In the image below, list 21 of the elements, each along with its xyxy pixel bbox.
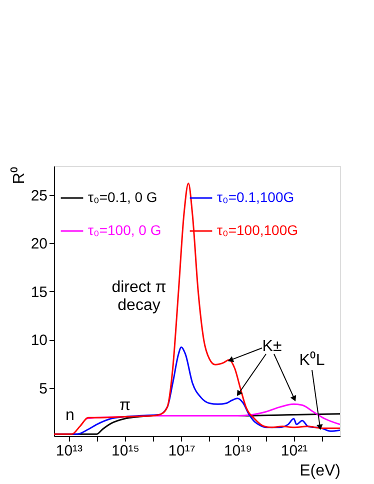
y-tick-label: 25 (30, 187, 48, 204)
legend-label: τ₀=0.1, 0 G (88, 189, 158, 205)
y-axis-title: R⁰ (10, 166, 28, 184)
annotation: K⁰L (299, 351, 325, 369)
annotation: π (119, 397, 131, 414)
legend-label: τ₀=100, 0 G (88, 222, 162, 238)
x-axis-title: E(eV) (300, 462, 340, 480)
y-tick-label: 20 (30, 236, 48, 253)
y-tick-label: 10 (30, 332, 48, 350)
legend-label: τ₀=0.1,100G (217, 189, 294, 205)
x-tick-label: 10¹⁵ (112, 442, 140, 460)
x-tick-label: 10¹⁷ (168, 442, 196, 460)
annotation: n (66, 407, 74, 424)
x-tick-label: 10¹⁹ (224, 442, 252, 460)
y-tick-label: 15 (30, 284, 48, 301)
annotation: K± (262, 338, 282, 355)
x-tick-label: 10²¹ (280, 442, 308, 460)
annotation: direct π decay (112, 279, 166, 314)
y-tick-label: 5 (39, 380, 48, 398)
x-tick-label: 10¹³ (56, 442, 83, 460)
legend-label: τ₀=100,100G (217, 222, 298, 238)
